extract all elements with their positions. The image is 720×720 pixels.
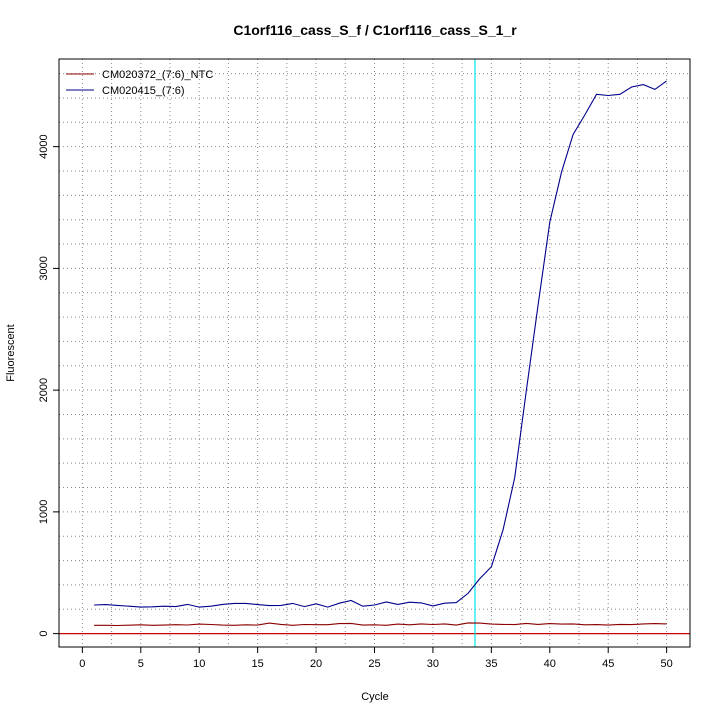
y-axis-label: Fluorescent	[5, 324, 17, 381]
y-tick-label: 4000	[38, 134, 50, 158]
x-tick-label: 15	[252, 658, 264, 670]
y-tick-label: 3000	[38, 256, 50, 280]
y-tick-label: 0	[38, 631, 50, 637]
x-tick-label: 0	[79, 658, 85, 670]
chart-title: C1orf116_cass_S_f / C1orf116_cass_S_1_r	[233, 22, 517, 38]
y-tick-label: 2000	[38, 378, 50, 402]
legend-label: CM020415_(7:6)	[102, 85, 185, 97]
x-tick-label: 5	[138, 658, 144, 670]
legend-label: CM020372_(7:6)_NTC	[102, 69, 213, 81]
x-tick-label: 30	[427, 658, 439, 670]
y-tick-label: 1000	[38, 500, 50, 524]
legend: CM020372_(7:6)_NTC CM020415_(7:6)	[66, 69, 213, 97]
series-line-0	[94, 622, 667, 627]
x-axis: 0 5 10 15 20 25 30 35 40 45 50	[79, 647, 673, 670]
x-tick-label: 45	[602, 658, 614, 670]
plot-area	[59, 59, 690, 647]
y-axis: 0 1000 2000 3000 4000	[38, 134, 59, 637]
series-line-1	[94, 80, 667, 608]
x-tick-label: 40	[544, 658, 556, 670]
x-tick-label: 10	[193, 658, 205, 670]
grid	[59, 59, 690, 647]
x-tick-label: 35	[485, 658, 497, 670]
x-tick-label: 25	[368, 658, 380, 670]
x-axis-label: Cycle	[361, 691, 389, 703]
x-tick-label: 20	[310, 658, 322, 670]
x-tick-label: 50	[661, 658, 673, 670]
